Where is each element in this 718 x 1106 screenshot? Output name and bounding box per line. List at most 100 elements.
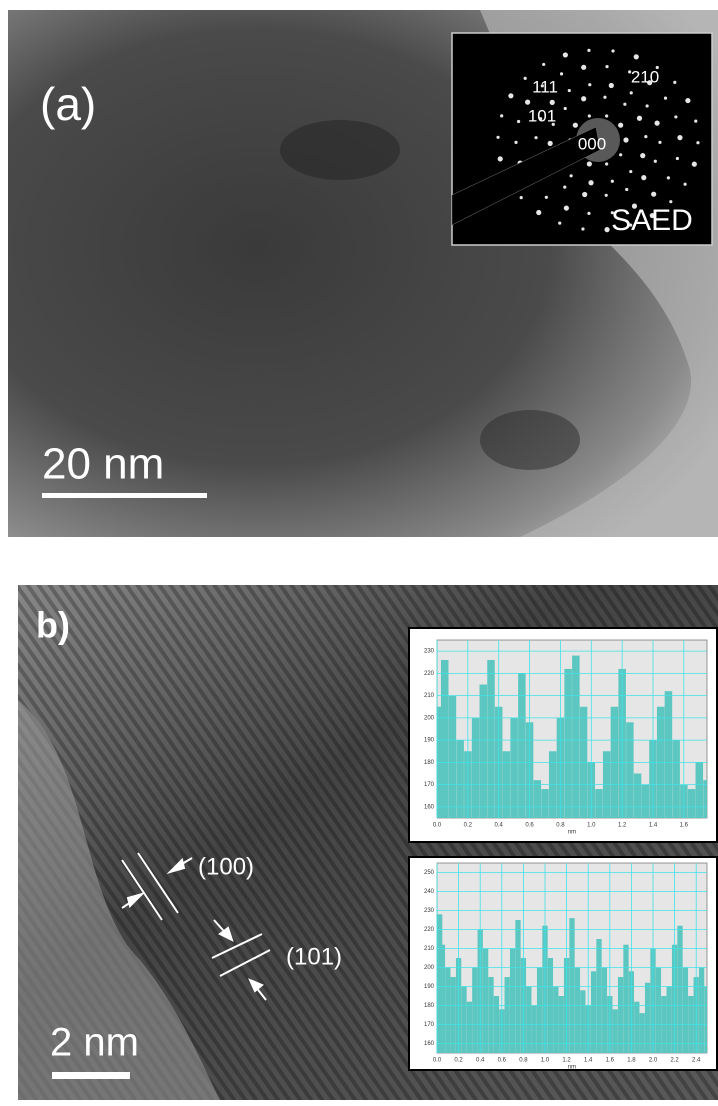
spot [581, 96, 586, 101]
profile-bar [613, 1009, 618, 1053]
y-tick-label: 250 [424, 870, 435, 876]
profile-bar [656, 968, 661, 1054]
y-tick-label: 170 [424, 1022, 435, 1028]
spot [611, 180, 614, 183]
x-tick-label: 2.2 [670, 1058, 679, 1064]
x-tick-label: 1.6 [606, 1058, 615, 1064]
y-tick-label: 210 [424, 693, 435, 699]
scale-bar [42, 493, 207, 498]
spot [623, 103, 626, 106]
profile-bar [704, 987, 707, 1054]
x-tick-label: 0.4 [476, 1058, 485, 1064]
spot [564, 205, 569, 210]
spot [545, 196, 548, 199]
profile-bar [640, 1013, 645, 1053]
spot [654, 121, 659, 126]
x-tick-label: 1.0 [587, 823, 596, 829]
spot [570, 174, 573, 177]
spot-label: 111 [532, 77, 558, 96]
spot [564, 107, 567, 110]
profile-bar [703, 780, 707, 818]
spot [634, 54, 639, 59]
y-tick-label: 180 [424, 1003, 435, 1009]
profile-bar [623, 945, 628, 1053]
x-tick-label: 1.6 [680, 823, 689, 829]
spot [560, 72, 563, 75]
spot [637, 116, 642, 121]
profile-bar [456, 740, 464, 818]
profile-bar [575, 968, 580, 1054]
spot [618, 123, 623, 128]
profile-bar [596, 939, 601, 1053]
profile-bar [537, 968, 542, 1054]
spot [563, 52, 568, 57]
profile-bar [487, 660, 495, 818]
spot [587, 49, 590, 52]
x-tick-label: 1.4 [584, 1058, 593, 1064]
spot [500, 114, 503, 117]
profile-bar [634, 774, 642, 819]
spot [644, 135, 647, 138]
x-axis-label: nm [568, 1065, 576, 1071]
profile-bar [518, 673, 526, 818]
profile-bar [440, 945, 445, 1053]
profile-bar [645, 983, 650, 1053]
profile-bar [441, 660, 449, 818]
y-tick-label: 220 [424, 671, 435, 677]
spot [520, 196, 523, 199]
y-tick-label: 180 [424, 760, 435, 766]
spot [694, 119, 697, 122]
spot [611, 49, 614, 52]
x-tick-label: 0.0 [433, 823, 442, 829]
spot [677, 135, 682, 140]
x-tick-label: 0.2 [454, 1058, 463, 1064]
profile-bar [672, 740, 680, 818]
profile-bar [667, 987, 672, 1054]
spot [684, 183, 687, 186]
particle [480, 410, 580, 470]
spot-label: 210 [631, 67, 659, 86]
x-tick-label: 0.0 [433, 1058, 442, 1064]
spot [568, 89, 571, 92]
panel-label: b) [36, 605, 70, 646]
profile-bar [472, 968, 477, 1054]
x-tick-label: 0.8 [519, 1058, 528, 1064]
spot [669, 200, 672, 203]
spot [587, 212, 590, 215]
spot [630, 91, 633, 94]
spot [581, 227, 584, 230]
spot [558, 222, 561, 225]
plane-label: (100) [198, 853, 254, 880]
profile-bar [472, 718, 480, 818]
spot [605, 162, 608, 165]
profile-bar [467, 1002, 472, 1053]
profile-bar [564, 669, 572, 818]
particle [280, 120, 400, 180]
spot [605, 194, 608, 197]
y-tick-label: 200 [424, 715, 435, 721]
profile-bar [626, 722, 634, 818]
x-tick-label: 0.2 [464, 823, 473, 829]
profile-bar [488, 977, 493, 1053]
profile-bar [618, 977, 623, 1053]
spot [542, 63, 545, 66]
spot [508, 93, 513, 98]
spot [692, 162, 697, 167]
profile-bar [510, 949, 515, 1054]
spot [550, 100, 555, 105]
profile-bar [677, 926, 682, 1053]
x-axis-label: nm [568, 830, 576, 836]
profile-bar [541, 789, 549, 818]
spot [641, 175, 646, 180]
y-tick-label: 210 [424, 946, 435, 952]
profile-bar [665, 691, 673, 818]
panel-label: (a) [40, 78, 96, 130]
spot [673, 81, 676, 84]
x-tick-label: 2.0 [649, 1058, 658, 1064]
spot [609, 83, 614, 88]
x-tick-label: 0.4 [495, 823, 504, 829]
profile-bar [526, 987, 531, 1054]
spot [536, 210, 541, 215]
x-tick-label: 0.6 [525, 823, 534, 829]
profile-bar [683, 968, 688, 1054]
